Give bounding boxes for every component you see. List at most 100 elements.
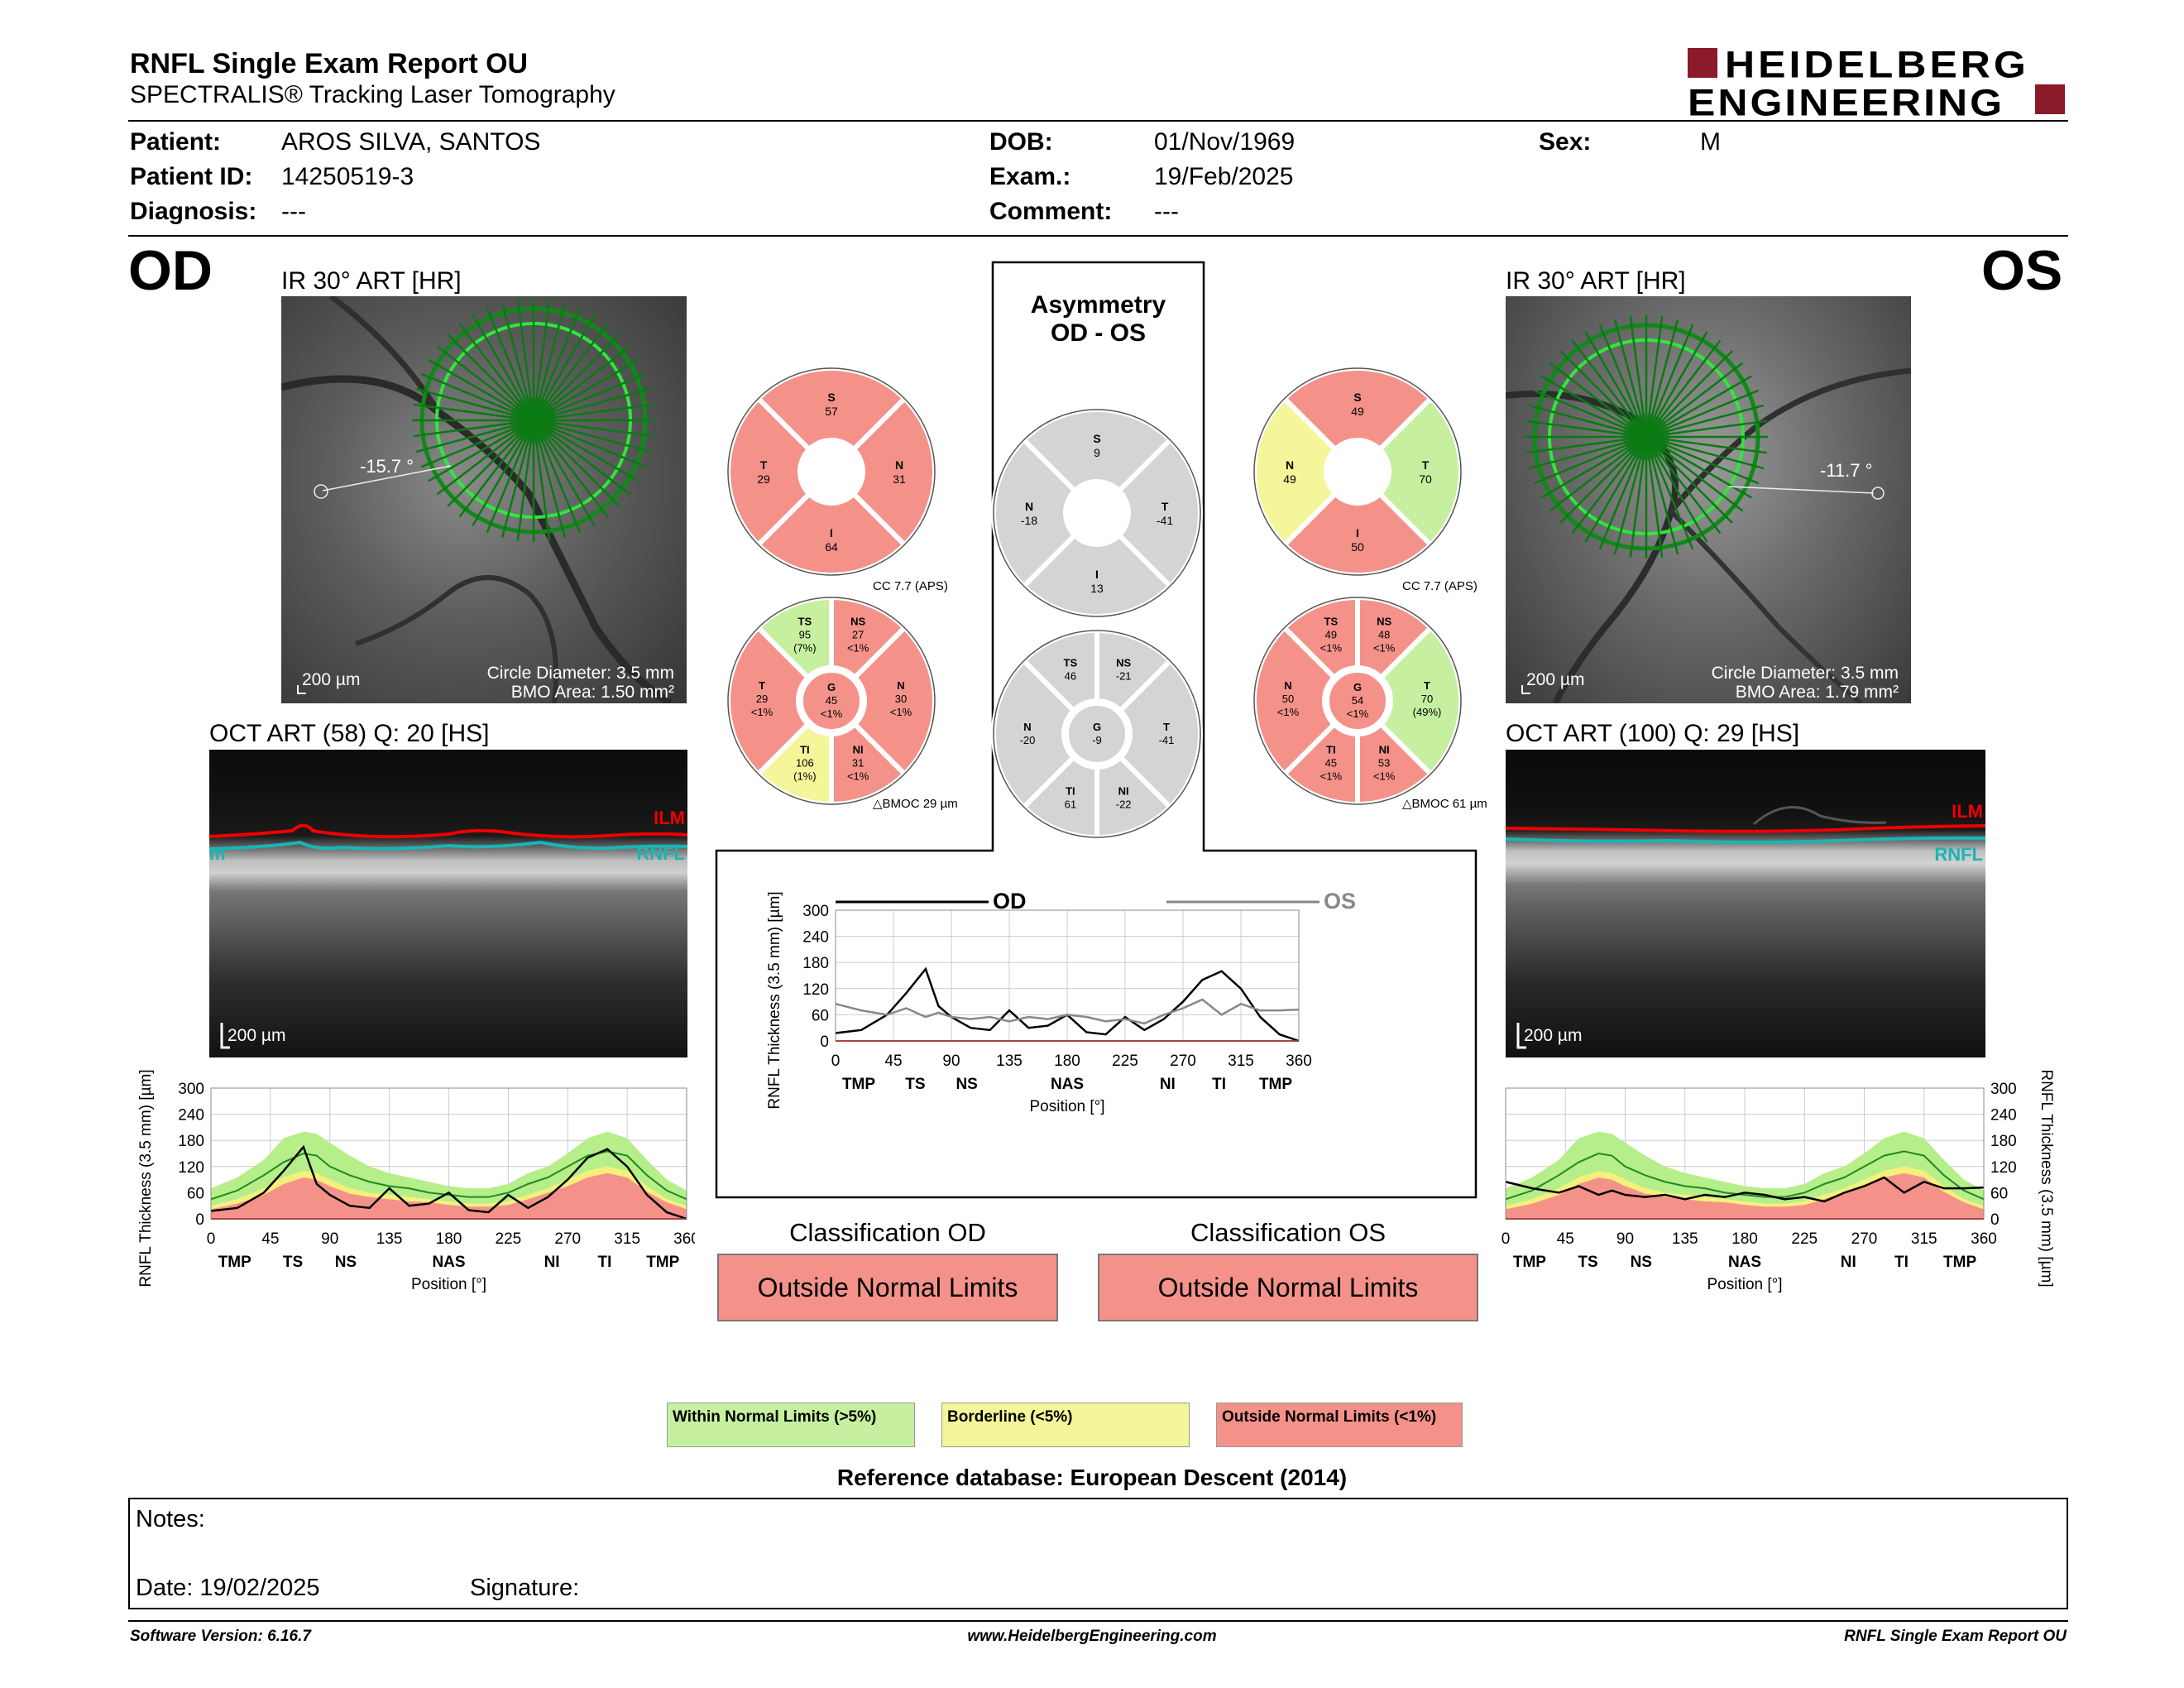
- asymmetry-frame: [715, 261, 1478, 1199]
- od-quad-label-S: S: [827, 391, 835, 404]
- report-subtitle: SPECTRALIS® Tracking Laser Tomography: [130, 81, 615, 108]
- od-quadrant-wheel: S57 N31 I64 T29: [726, 366, 937, 578]
- series-line-od: [210, 1144, 687, 1220]
- y-axis-label: RNFL Thickness (3.5 mm) [µm]: [766, 891, 783, 1109]
- y-tick-label: 180: [178, 1133, 204, 1150]
- y-tick-label: 120: [178, 1159, 204, 1177]
- x-tick-label: 270: [1851, 1230, 1878, 1248]
- sector-label-TMP: TMP: [1513, 1254, 1546, 1271]
- plot-frame: [210, 1087, 687, 1220]
- notes-box: [128, 1498, 2068, 1609]
- od-ilm-label: ILM: [654, 808, 685, 828]
- sector-label-NS: NS: [956, 1076, 977, 1093]
- od-circle-diameter: Circle Diameter: 3.5 mm: [487, 664, 674, 683]
- sector-label-TMP: TMP: [1259, 1076, 1292, 1093]
- comparison-thickness-chart: 0 60 120 180 240 300 0 45 90 135 180 225 270 315 360 TM…: [766, 889, 1356, 1115]
- y-tick-label: 60: [812, 1007, 829, 1024]
- asym-quad-label-I: I: [1095, 568, 1099, 581]
- x-tick-label: 180: [436, 1230, 462, 1248]
- os-oct-bscan: ILM RNFL 200 µm: [1506, 750, 1985, 1057]
- od-sector-wheel: NS27<1%N30<1%NI31<1%TI106(1%)T29<1%TS95(…: [726, 594, 937, 808]
- sector-label-NI: NI: [1841, 1254, 1856, 1271]
- dob-value: 01/Nov/1969: [1154, 128, 1296, 156]
- asym-quad-value-S: 9: [1094, 446, 1100, 459]
- x-tick-label: 315: [1228, 1053, 1254, 1070]
- od-sect-pct-N: <1%: [890, 706, 912, 718]
- od-sect-pct-NI: <1%: [847, 770, 869, 783]
- y-tick-label: 300: [178, 1081, 204, 1098]
- os-ir-title: IR 30° ART [HR]: [1506, 267, 1686, 295]
- y-tick-label: 60: [187, 1185, 204, 1202]
- legend-within: Within Normal Limits (>5%): [667, 1403, 915, 1447]
- x-tick-label: 0: [207, 1230, 216, 1248]
- series-line-os: [1505, 1176, 1985, 1203]
- plot-frame: [835, 909, 1300, 1042]
- y-tick-label: 120: [1990, 1159, 2017, 1177]
- legend-os-label: OS: [1324, 889, 1356, 914]
- x-tick-label: 90: [321, 1230, 338, 1248]
- x-tick-label: 90: [942, 1053, 960, 1070]
- os-bmoc-label: △BMOC 61 µm: [1402, 797, 1487, 811]
- od-sect-label-N: N: [897, 679, 904, 692]
- od-quad-label-N: N: [895, 458, 903, 472]
- report-title: RNFL Single Exam Report OU: [130, 48, 529, 79]
- os-sect-pct-G: <1%: [1347, 707, 1369, 720]
- od-sect-value-T: 29: [756, 693, 768, 705]
- os-sect-value-TI: 45: [1325, 757, 1337, 770]
- os-sect-label-G: G: [1353, 681, 1362, 693]
- os-sect-label-T: T: [1424, 679, 1430, 692]
- sector-label-TMP: TMP: [1943, 1254, 1976, 1271]
- x-tick-label: 45: [1557, 1230, 1574, 1248]
- sector-label-NAS: NAS: [1728, 1254, 1761, 1271]
- footer-report: RNFL Single Exam Report OU: [1844, 1628, 2067, 1645]
- os-sect-label-TS: TS: [1324, 615, 1339, 627]
- sector-label-TI: TI: [1894, 1254, 1909, 1271]
- os-sect-value-NI: 53: [1378, 757, 1390, 770]
- asym-sect-label-N: N: [1023, 721, 1031, 733]
- x-tick-label: 45: [261, 1230, 279, 1248]
- od-bmoc-label: △BMOC 29 µm: [873, 797, 958, 811]
- patient-label: Patient:: [130, 128, 222, 156]
- od-sect-value-NI: 31: [852, 757, 864, 770]
- footer-version: Software Version: 6.16.7: [130, 1628, 311, 1645]
- sector-label-TS: TS: [1578, 1254, 1597, 1271]
- sector-label-NAS: NAS: [1051, 1076, 1084, 1093]
- od-fundus-image: -15.7 ° 200 µm Circle Diameter: 3.5 mm B…: [281, 296, 687, 703]
- os-sect-value-N: 50: [1282, 693, 1294, 705]
- asym-quad-value-I: 13: [1090, 582, 1104, 595]
- normal-mean-line: [210, 1150, 687, 1201]
- os-sect-value-TS: 49: [1325, 628, 1337, 640]
- x-tick-label: 315: [614, 1230, 640, 1248]
- diagnosis-value: ---: [281, 198, 306, 225]
- od-eye-label: OD: [128, 239, 213, 302]
- x-axis-label: Position [°]: [1029, 1098, 1104, 1115]
- os-quad-value-I: 50: [1351, 540, 1364, 554]
- os-ilm-label: ILM: [1952, 801, 1983, 822]
- od-quad-label-T: T: [760, 458, 768, 472]
- sector-label-NI: NI: [544, 1254, 560, 1271]
- y-tick-label: 0: [195, 1211, 204, 1229]
- x-tick-label: 360: [1971, 1230, 1997, 1248]
- os-sect-global: [1326, 669, 1389, 732]
- classification-od-box: Outside Normal Limits: [717, 1254, 1058, 1321]
- os-quad-label-S: S: [1353, 391, 1361, 404]
- series-line-os: [835, 998, 1300, 1025]
- x-axis-label: Position [°]: [1707, 1276, 1782, 1293]
- os-quad-label-I: I: [1356, 526, 1359, 539]
- x-tick-label: 135: [376, 1230, 403, 1248]
- od-quad-label-I: I: [830, 526, 833, 539]
- od-angle: -15.7 °: [360, 456, 414, 477]
- asym-sect-value-NS: -21: [1116, 669, 1132, 682]
- patient-name: AROS SILVA, SANTOS: [281, 128, 541, 156]
- od-sect-value-NS: 27: [852, 628, 864, 640]
- sector-label-TS: TS: [905, 1076, 925, 1093]
- os-sect-label-NS: NS: [1377, 615, 1391, 627]
- x-tick-label: 360: [673, 1230, 695, 1248]
- y-tick-label: 120: [802, 981, 829, 999]
- os-quad-value-N: 49: [1283, 472, 1296, 486]
- os-sect-label-N: N: [1284, 679, 1291, 692]
- od-oct-scale: 200 µm: [228, 1026, 285, 1045]
- asym-quad-label-N: N: [1025, 500, 1033, 513]
